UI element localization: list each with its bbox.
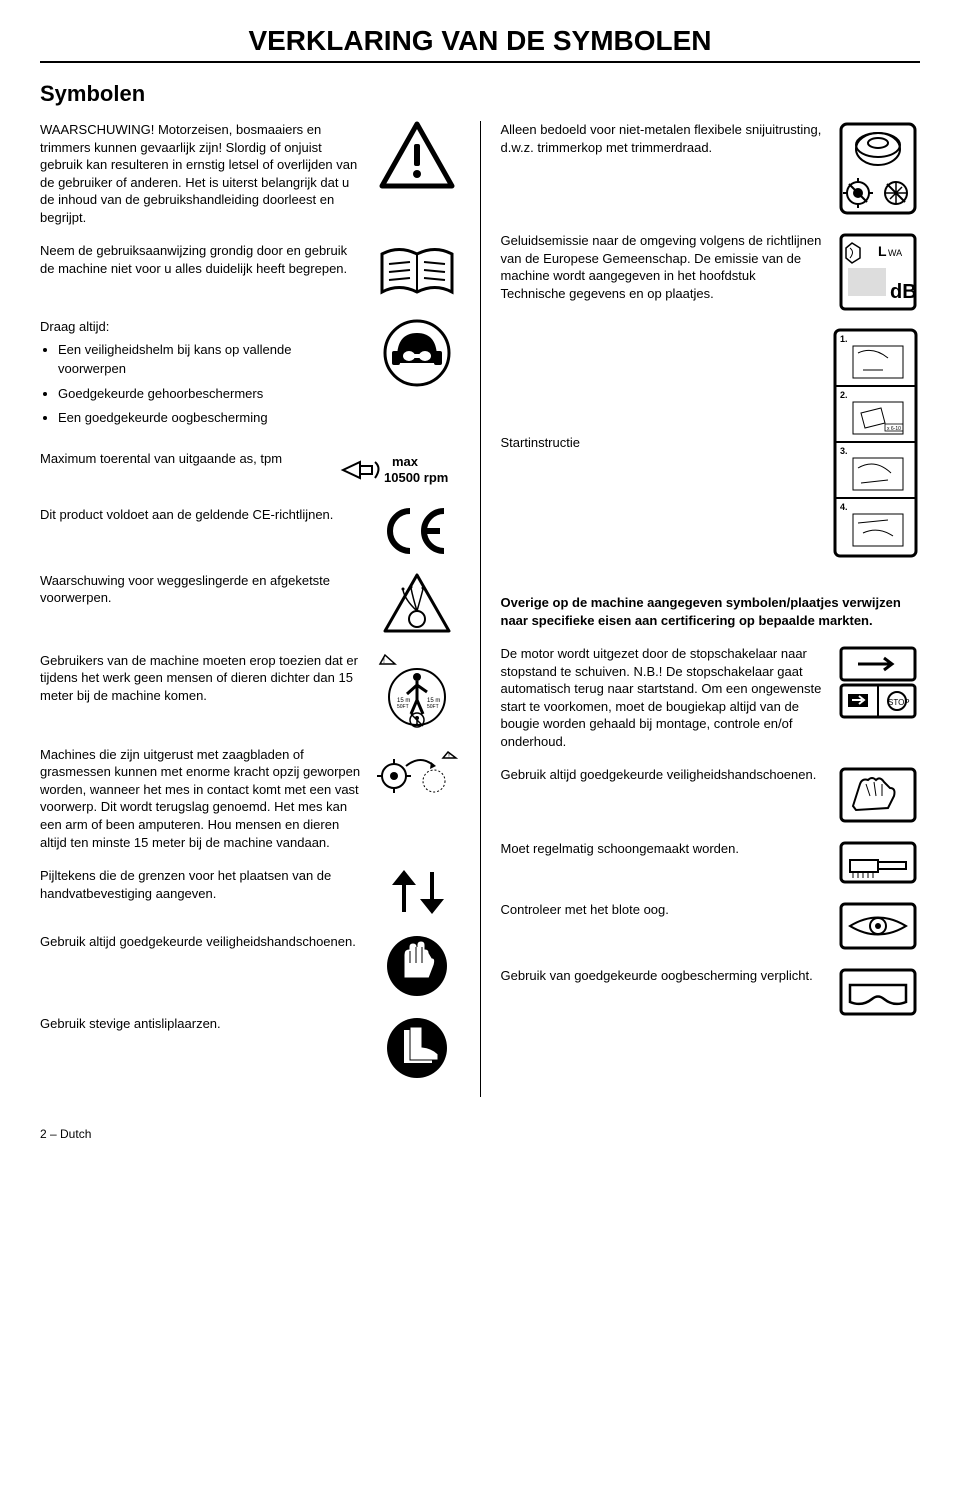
svg-text:dB: dB xyxy=(890,281,917,303)
svg-text:WA: WA xyxy=(888,248,902,258)
thrown-objects-text: Waarschuwing voor weggeslingerde en afge… xyxy=(40,572,363,607)
ce-mark-icon xyxy=(375,506,460,556)
rpm-text: Maximum toerental van uitgaande as, tpm xyxy=(40,450,328,468)
boots-text: Gebruik stevige antisliplaarzen. xyxy=(40,1015,363,1033)
trimmer-head-text: Alleen bedoeld voor niet-metalen flexibe… xyxy=(501,121,824,156)
svg-text:3.: 3. xyxy=(840,446,848,456)
trimmer-head-icon xyxy=(835,121,920,216)
visual-check-text: Controleer met het blote oog. xyxy=(501,901,824,919)
svg-text:x 6-10: x 6-10 xyxy=(887,426,901,432)
page-title: VERKLARING VAN DE SYMBOLEN xyxy=(40,25,920,63)
column-divider xyxy=(480,121,481,1097)
svg-text:50FT: 50FT xyxy=(397,704,409,710)
left-column: WAARSCHUWING! Motorzeisen, bosmaaiers en… xyxy=(40,121,460,1097)
gloves2-text: Gebruik altijd goedgekeurde veiligheidsh… xyxy=(501,766,824,784)
ce-text: Dit product voldoet aan de geldende CE-r… xyxy=(40,506,363,524)
stop-switch-text: De motor wordt uitgezet door de stopscha… xyxy=(501,645,824,750)
gloves-text: Gebruik altijd goedgekeurde veiligheidsh… xyxy=(40,933,363,951)
warning-triangle-icon xyxy=(375,121,460,191)
svg-text:1.: 1. xyxy=(840,334,848,344)
svg-text:10500 rpm: 10500 rpm xyxy=(384,470,448,485)
warning-text: WAARSCHUWING! Motorzeisen, bosmaaiers en… xyxy=(40,121,363,226)
overige-text: Overige op de machine aangegeven symbole… xyxy=(501,594,921,629)
right-column: Alleen bedoeld voor niet-metalen flexibe… xyxy=(501,121,921,1097)
goggles-icon xyxy=(835,967,920,1017)
wear-intro: Draag altijd: xyxy=(40,318,363,336)
list-item: Goedgekeurde gehoorbeschermers xyxy=(58,384,363,404)
thrown-triangle-icon xyxy=(375,572,460,636)
arrows-up-down-icon xyxy=(375,867,460,917)
svg-text:!: ! xyxy=(383,658,385,665)
rpm-icon: max 10500 rpm xyxy=(340,450,460,490)
helmet-icon xyxy=(375,318,460,388)
section-heading: Symbolen xyxy=(40,81,920,107)
page-footer: 2 – Dutch xyxy=(40,1127,920,1141)
svg-text:2.: 2. xyxy=(840,390,848,400)
arrow-marks-text: Pijltekens die de grenzen voor het plaat… xyxy=(40,867,363,902)
start-steps-icon: 1. 2. 3. 4. x 6-10 xyxy=(830,328,920,558)
list-item: Een veiligheidshelm bij kans op vallende… xyxy=(58,340,363,379)
svg-text:max: max xyxy=(392,454,419,469)
clean-text: Moet regelmatig schoongemaakt worden. xyxy=(501,840,824,858)
wear-bullets: Een veiligheidshelm bij kans op vallende… xyxy=(58,340,363,428)
distance-15m-icon: ! 15 m50FT 15 m50FT xyxy=(375,652,460,730)
eye-icon xyxy=(835,901,920,951)
svg-text:STOP: STOP xyxy=(888,698,910,707)
brush-icon xyxy=(835,840,920,885)
manual-book-icon xyxy=(375,242,460,302)
svg-text:L: L xyxy=(878,243,887,259)
noise-emission-text: Geluidsemissie naar de omgeving volgens … xyxy=(501,232,824,302)
boots-circle-icon xyxy=(375,1015,460,1081)
gloves-square-icon xyxy=(835,766,920,824)
noise-db-icon: LWA dB xyxy=(835,232,920,312)
distance-text: Gebruikers van de machine moeten erop to… xyxy=(40,652,363,705)
start-instruction-text: Startinstructie xyxy=(501,434,819,452)
goggles-text: Gebruik van goedgekeurde oogbescherming … xyxy=(501,967,824,985)
read-manual-text: Neem de gebruiksaanwijzing grondig door … xyxy=(40,242,363,277)
stop-switch-icon: STOP xyxy=(835,645,920,720)
svg-text:4.: 4. xyxy=(840,502,848,512)
kickback-icon: ! xyxy=(375,746,460,806)
svg-text:!: ! xyxy=(448,753,450,760)
list-item: Een goedgekeurde oogbescherming xyxy=(58,408,363,428)
svg-text:50FT: 50FT xyxy=(427,704,439,710)
kickback-text: Machines die zijn uitgerust met zaagblad… xyxy=(40,746,363,851)
gloves-circle-icon xyxy=(375,933,460,999)
